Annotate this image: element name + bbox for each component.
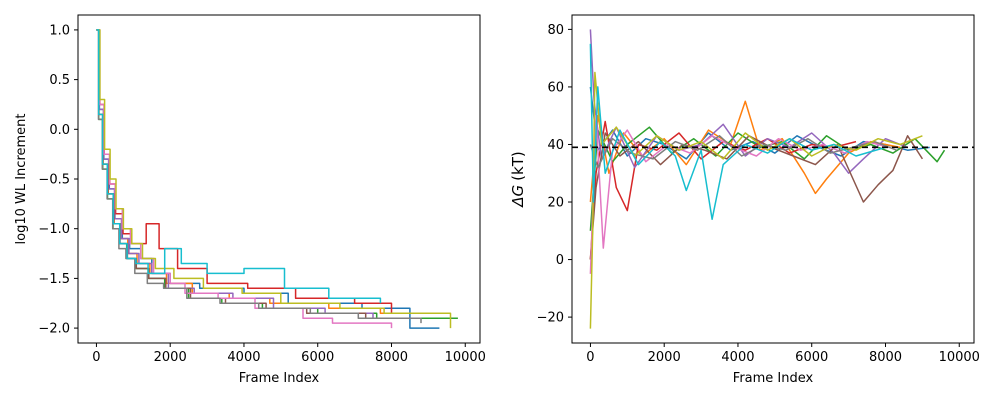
right-series-group xyxy=(589,29,946,329)
right-x-axis-label: Frame Index xyxy=(733,371,814,386)
left-y-tick-label: 0.5 xyxy=(49,73,70,88)
left-series-line-9 xyxy=(96,29,452,329)
left-x-tick-label: 10000 xyxy=(445,350,486,365)
right-x-tick-label: 10000 xyxy=(939,350,980,365)
left-y-tick-label: −0.5 xyxy=(38,173,70,188)
left-series-line-2 xyxy=(96,29,429,314)
right-y-ticks: 80 60 40 20 0 −20 xyxy=(537,23,572,326)
right-x-tick-label: 6000 xyxy=(795,350,828,365)
left-x-tick-label: 8000 xyxy=(375,350,408,365)
left-x-tick-label: 0 xyxy=(92,350,100,365)
right-series-line-10 xyxy=(589,43,886,221)
right-y-axis-unit: (kT) xyxy=(509,151,527,181)
right-series-line-9 xyxy=(589,71,923,329)
left-x-tick-label: 4000 xyxy=(227,350,260,365)
right-series-line-7 xyxy=(589,114,890,274)
left-series-line-4 xyxy=(96,29,429,314)
left-series-line-5 xyxy=(96,29,414,319)
right-y-tick-label: 20 xyxy=(547,196,564,211)
right-y-tick-label: −20 xyxy=(537,311,564,326)
right-series-line-5 xyxy=(589,29,908,174)
left-x-ticks: 0 2000 4000 6000 8000 10000 xyxy=(92,343,486,365)
right-y-tick-label: 0 xyxy=(556,253,564,268)
left-y-tick-label: −1.5 xyxy=(38,272,70,287)
left-series-line-3 xyxy=(96,29,458,319)
right-x-tick-label: 2000 xyxy=(648,350,681,365)
right-y-axis-label: ΔG (kT) xyxy=(509,151,527,207)
left-x-tick-label: 2000 xyxy=(154,350,187,365)
right-plot-frame xyxy=(571,14,975,344)
right-x-tick-label: 0 xyxy=(586,350,594,365)
right-y-axis-symbol: ΔG xyxy=(509,185,527,208)
right-y-tick-label: 80 xyxy=(547,23,564,38)
right-x-tick-label: 4000 xyxy=(721,350,754,365)
left-y-tick-label: −2.0 xyxy=(38,322,70,337)
left-y-axis-label: log10 WL Increment xyxy=(14,114,29,245)
left-y-tick-label: 0.0 xyxy=(49,123,70,138)
left-series-line-8 xyxy=(96,29,422,324)
left-y-ticks: 1.0 0.5 0.0 −0.5 −1.0 −1.5 −2.0 xyxy=(38,23,78,337)
chart-right-panel: 0 2000 4000 6000 8000 10000 80 60 40 20 0 −20 Fram… xyxy=(509,14,980,386)
left-y-tick-label: 1.0 xyxy=(49,23,70,38)
right-x-tick-label: 8000 xyxy=(869,350,902,365)
chart-left-panel: 0 2000 4000 6000 8000 10000 1.0 0.5 0.0 −0.5 −1.0… xyxy=(14,14,486,386)
left-series-group xyxy=(96,29,458,329)
right-x-ticks: 0 2000 4000 6000 8000 10000 xyxy=(586,343,980,365)
left-series-line-10 xyxy=(96,29,382,304)
left-x-tick-label: 6000 xyxy=(301,350,334,365)
right-y-tick-label: 60 xyxy=(547,80,564,95)
right-y-tick-label: 40 xyxy=(547,138,564,153)
left-x-axis-label: Frame Index xyxy=(239,371,320,386)
left-series-line-6 xyxy=(96,29,410,319)
right-series-line-8 xyxy=(589,135,897,169)
left-y-tick-label: −1.0 xyxy=(38,222,70,237)
